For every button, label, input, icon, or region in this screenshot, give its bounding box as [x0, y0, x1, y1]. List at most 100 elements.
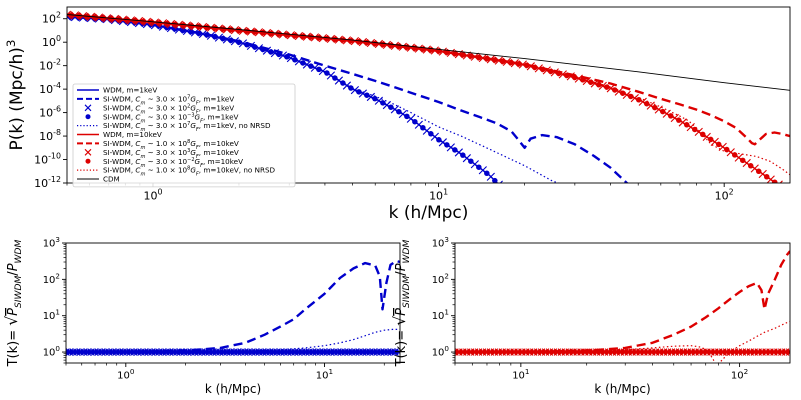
- dot-marker: [244, 41, 250, 48]
- dot-marker: [627, 349, 633, 355]
- legend-label: SI-WDM, Cm ~ 3.0 × 107GF, m=1keV: [103, 95, 234, 107]
- dot-marker: [140, 349, 146, 355]
- dot-marker: [388, 104, 394, 110]
- y-tick-label: 100: [432, 344, 450, 359]
- legend-entry: SI-WDM, Cm ~ 3.0 × 103GF, m=10keV: [84, 148, 239, 160]
- dot-marker: [476, 54, 482, 61]
- y-tick-label: 100: [42, 34, 61, 49]
- dot-marker: [584, 349, 590, 355]
- dot-marker: [619, 349, 625, 355]
- dot-marker: [596, 81, 602, 88]
- dot-marker: [718, 349, 724, 355]
- chart-panel-top: 100 101 102 102 100 10-2 10-4 10-6 10-8 10-10 10-1…: [4, 6, 791, 231]
- dot-marker: [226, 349, 232, 355]
- y-tick-label: 102: [43, 271, 60, 286]
- legend-entry: SI-WDM, Cm ~ 3.0 × 107GF, m=1keV, no NRS…: [77, 121, 271, 133]
- x-tick-label: 100: [117, 367, 135, 382]
- dot-marker: [133, 349, 139, 355]
- dot-marker: [387, 349, 393, 355]
- y-tick-label: 10-12: [34, 175, 61, 190]
- y-tick-label: 101: [43, 308, 60, 323]
- dot-marker: [757, 349, 763, 355]
- dot-marker: [261, 349, 267, 355]
- legend-label: SI-WDM, Cm ~ 3.0 × 102GF, m=1keV: [103, 103, 234, 115]
- dot-marker: [611, 349, 617, 355]
- plot-frame: [454, 242, 791, 364]
- dot-marker: [104, 349, 110, 355]
- dot-marker: [458, 349, 464, 355]
- legend-label: SI-WDM, Cm ~ 1.0 × 108GF, m=10keV: [103, 139, 239, 151]
- dot-marker: [474, 349, 480, 355]
- dot-marker: [568, 349, 574, 355]
- dot-marker: [749, 349, 755, 355]
- x-marker: [527, 213, 535, 221]
- dot-marker: [115, 349, 121, 355]
- dot-marker: [655, 349, 661, 355]
- dot-marker: [276, 349, 282, 355]
- dot-marker: [358, 349, 364, 355]
- legend-handle: [84, 148, 92, 156]
- dot-marker: [652, 104, 658, 111]
- dot-marker: [326, 349, 332, 355]
- dot-marker: [763, 174, 770, 180]
- dot-marker: [428, 131, 434, 137]
- dot-marker: [660, 108, 666, 115]
- dot-marker: [678, 349, 684, 355]
- dot-marker: [287, 349, 292, 355]
- dot-marker: [686, 349, 692, 355]
- dot-marker: [279, 349, 285, 355]
- dot-marker: [556, 70, 562, 77]
- dot-marker: [344, 349, 350, 355]
- dot-marker: [390, 349, 396, 355]
- dot-marker: [201, 349, 207, 355]
- dot-marker: [186, 349, 192, 355]
- y-tick-label: 101: [432, 308, 449, 323]
- dot-marker: [580, 77, 586, 83]
- x-marker: [535, 223, 543, 231]
- legend-entry: SI-WDM, Cm ~ 3.0 × 102GF, m=1keV: [84, 103, 234, 115]
- dot-marker: [215, 349, 221, 355]
- dot-marker: [623, 349, 629, 355]
- dot-marker: [516, 61, 522, 67]
- dot-marker: [552, 349, 558, 355]
- x-tick-label: 102: [731, 367, 748, 382]
- dot-marker: [690, 349, 696, 355]
- dot-marker: [197, 349, 203, 355]
- dot-marker: [470, 349, 476, 355]
- dot-marker: [260, 46, 266, 53]
- dot-marker: [444, 49, 450, 56]
- dot-marker: [76, 349, 81, 355]
- dot-marker: [252, 44, 258, 50]
- dot-marker: [509, 349, 515, 355]
- dot-marker: [190, 349, 196, 355]
- dot-marker: [396, 108, 402, 115]
- dot-marker: [671, 349, 676, 355]
- dot-marker: [222, 349, 228, 355]
- dot-marker: [204, 349, 210, 355]
- legend-label: WDM, m=10keV: [103, 130, 162, 139]
- dot-marker: [698, 349, 704, 355]
- dot-marker: [319, 349, 325, 355]
- dot-marker: [211, 349, 217, 355]
- dot-marker: [548, 349, 554, 355]
- y-axis-label: P(k) (Mpc/h)3: [4, 40, 27, 151]
- dot-marker: [290, 349, 296, 355]
- plot-frame: [65, 242, 401, 364]
- dot-marker: [497, 349, 503, 355]
- x-marker: [511, 197, 519, 205]
- y-axis-label: T(k)= √PSIWDM/PWDM: [391, 239, 412, 367]
- series-line: [66, 328, 400, 353]
- dot-marker: [635, 349, 641, 355]
- dot-marker: [500, 58, 506, 65]
- dot-marker: [83, 349, 89, 355]
- dot-marker: [379, 349, 385, 355]
- y-tick-label: 10-6: [39, 105, 61, 120]
- x-axis-label: k (h/Mpc): [205, 382, 261, 396]
- dot-marker: [608, 349, 614, 355]
- dot-marker: [420, 125, 426, 131]
- dot-marker: [348, 85, 354, 91]
- dot-marker: [541, 349, 547, 355]
- dot-marker: [329, 349, 335, 355]
